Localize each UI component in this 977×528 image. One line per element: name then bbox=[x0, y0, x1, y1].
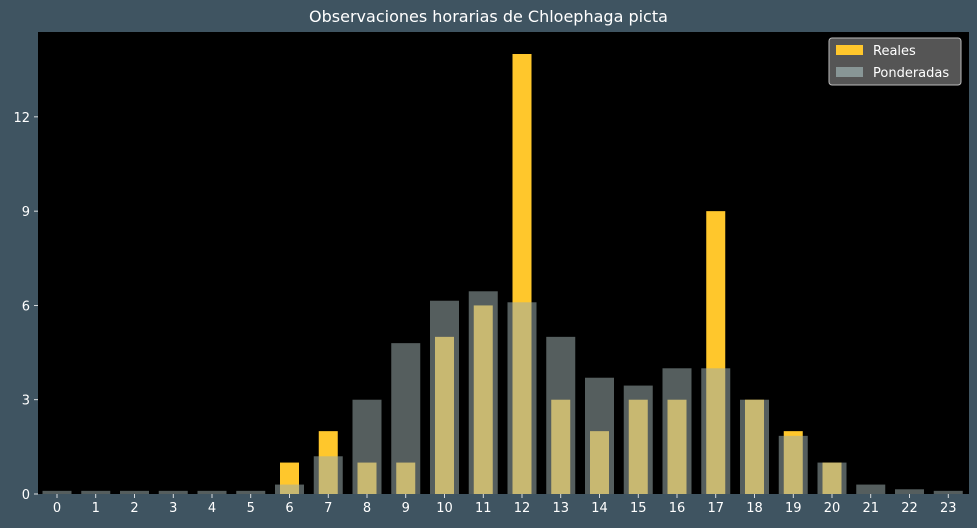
bar-ponderadas-4 bbox=[197, 490, 227, 494]
bar-ponderadas-8 bbox=[352, 399, 382, 494]
ponderadas-bars bbox=[42, 291, 963, 494]
bar-ponderadas-17 bbox=[701, 368, 731, 494]
x-axis: 0 1 2 3 4 5 6 7 8 9 10 11 12 13 14 15 16 17 18 19 20 21 22 23 bbox=[53, 494, 957, 516]
y-tick-label-3: 3 bbox=[22, 394, 30, 409]
legend-swatch-ponderadas bbox=[836, 67, 863, 77]
x-tick-label-13: 13 bbox=[552, 501, 569, 516]
x-tick-label-6: 6 bbox=[285, 501, 293, 516]
bar-ponderadas-22 bbox=[895, 489, 924, 494]
chart-title: Observaciones horarias de Chloephaga pic… bbox=[309, 7, 668, 26]
bar-ponderadas-20 bbox=[817, 462, 847, 494]
bar-ponderadas-7 bbox=[313, 456, 343, 494]
x-tick-label-5: 5 bbox=[247, 501, 255, 516]
bar-ponderadas-12 bbox=[507, 302, 537, 494]
x-tick-label-17: 17 bbox=[707, 501, 724, 516]
x-tick-label-20: 20 bbox=[824, 501, 841, 516]
legend: Reales Ponderadas bbox=[828, 37, 962, 86]
y-tick-label-12: 12 bbox=[13, 111, 30, 126]
bar-ponderadas-23 bbox=[933, 490, 963, 494]
x-tick-label-19: 19 bbox=[785, 501, 802, 516]
bar-ponderadas-3 bbox=[158, 490, 188, 494]
legend-label-ponderadas: Ponderadas bbox=[873, 66, 949, 81]
bar-ponderadas-5 bbox=[236, 490, 266, 494]
bar-ponderadas-13 bbox=[546, 336, 576, 494]
x-tick-label-4: 4 bbox=[208, 501, 216, 516]
x-tick-label-0: 0 bbox=[53, 501, 61, 516]
x-tick-label-11: 11 bbox=[475, 501, 492, 516]
y-axis: 0 3 6 9 12 bbox=[13, 111, 38, 503]
x-tick-label-16: 16 bbox=[669, 501, 686, 516]
x-tick-label-10: 10 bbox=[436, 501, 453, 516]
x-tick-label-12: 12 bbox=[514, 501, 531, 516]
x-tick-label-18: 18 bbox=[746, 501, 763, 516]
bar-ponderadas-11 bbox=[468, 291, 498, 494]
x-tick-label-8: 8 bbox=[363, 501, 371, 516]
y-tick-label-0: 0 bbox=[22, 488, 30, 503]
bar-ponderadas-6 bbox=[275, 484, 304, 494]
plot-area bbox=[38, 32, 969, 494]
legend-swatch-reales bbox=[836, 45, 863, 55]
x-tick-label-23: 23 bbox=[940, 501, 957, 516]
x-tick-label-22: 22 bbox=[901, 501, 918, 516]
x-tick-label-21: 21 bbox=[862, 501, 879, 516]
x-tick-label-9: 9 bbox=[402, 501, 410, 516]
bar-ponderadas-18 bbox=[740, 399, 769, 494]
bar-ponderadas-16 bbox=[662, 368, 692, 494]
bar-ponderadas-15 bbox=[623, 385, 653, 494]
bar-ponderadas-19 bbox=[778, 435, 808, 494]
bar-ponderadas-0 bbox=[42, 490, 72, 494]
legend-label-reales: Reales bbox=[873, 44, 916, 59]
y-tick-label-6: 6 bbox=[22, 299, 30, 314]
y-tick-label-9: 9 bbox=[22, 205, 30, 220]
x-tick-label-2: 2 bbox=[130, 501, 138, 516]
bar-ponderadas-14 bbox=[585, 377, 614, 494]
bar-ponderadas-9 bbox=[391, 343, 421, 494]
x-tick-label-7: 7 bbox=[324, 501, 332, 516]
bar-ponderadas-1 bbox=[81, 490, 111, 494]
bar-ponderadas-2 bbox=[120, 490, 149, 494]
x-tick-label-14: 14 bbox=[591, 501, 608, 516]
bar-ponderadas-21 bbox=[856, 484, 886, 494]
bar-ponderadas-10 bbox=[430, 300, 459, 494]
x-tick-label-1: 1 bbox=[92, 501, 100, 516]
x-tick-label-15: 15 bbox=[630, 501, 647, 516]
x-tick-label-3: 3 bbox=[169, 501, 177, 516]
